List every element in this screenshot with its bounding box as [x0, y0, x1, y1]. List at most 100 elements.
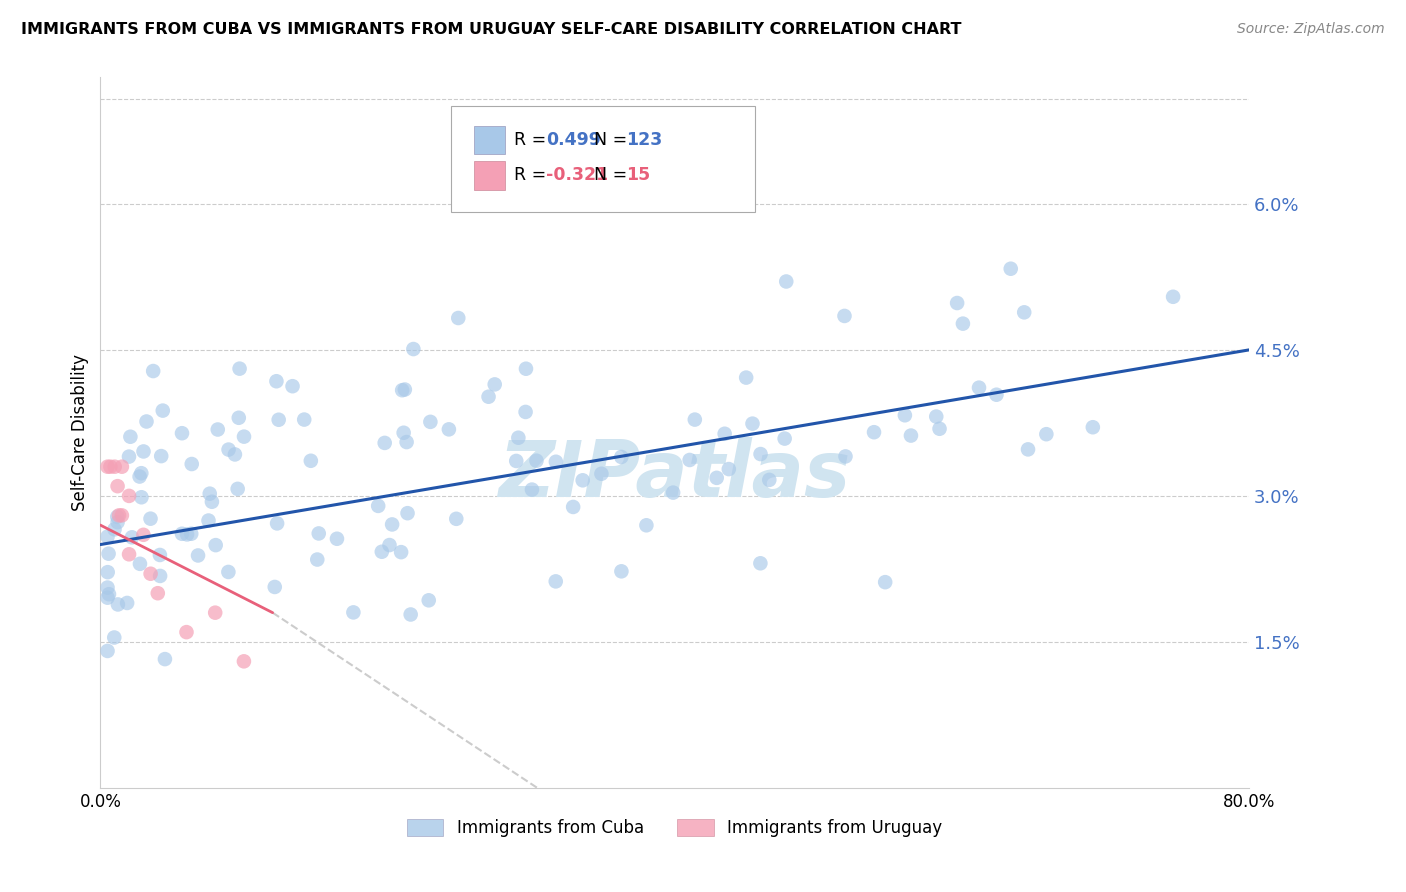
Legend: Immigrants from Cuba, Immigrants from Uruguay: Immigrants from Cuba, Immigrants from Ur…	[401, 812, 949, 844]
Point	[146, 586, 169, 600]
Point	[149, 548, 172, 562]
Point	[775, 275, 797, 289]
Point	[180, 457, 202, 471]
Point	[894, 409, 917, 423]
Point	[266, 374, 288, 388]
Point	[198, 486, 221, 500]
Point	[201, 495, 224, 509]
Point	[176, 527, 198, 541]
Point	[307, 552, 329, 566]
Point	[371, 545, 394, 559]
Point	[131, 490, 153, 504]
Y-axis label: Self-Care Disability: Self-Care Disability	[72, 354, 89, 511]
Point	[149, 569, 172, 583]
Point	[863, 425, 886, 440]
Point	[520, 483, 543, 497]
Point	[591, 467, 613, 481]
Point	[150, 449, 173, 463]
Point	[342, 606, 364, 620]
Point	[396, 506, 419, 520]
Point	[875, 575, 897, 590]
Point	[180, 526, 202, 541]
Point	[952, 317, 974, 331]
Point	[233, 430, 256, 444]
Point	[218, 442, 240, 457]
Point	[118, 450, 141, 464]
Point	[120, 430, 142, 444]
Point	[447, 311, 470, 326]
Point	[419, 415, 441, 429]
Point	[381, 517, 404, 532]
Point	[758, 473, 780, 487]
Point	[928, 422, 950, 436]
Point	[107, 598, 129, 612]
Point	[111, 459, 134, 474]
Point	[224, 447, 246, 461]
Text: N =: N =	[595, 131, 627, 149]
Point	[477, 390, 499, 404]
Point	[232, 654, 254, 668]
Text: 0.499: 0.499	[546, 131, 600, 149]
Point	[292, 412, 315, 426]
Point	[967, 381, 990, 395]
Point	[367, 499, 389, 513]
Point	[374, 436, 396, 450]
Point	[900, 428, 922, 442]
Point	[96, 644, 118, 658]
Point	[437, 422, 460, 436]
Text: R =: R =	[513, 131, 546, 149]
Point	[683, 412, 706, 426]
Point	[118, 547, 141, 561]
Text: N =: N =	[595, 167, 627, 185]
Point	[749, 447, 772, 461]
Point	[389, 545, 412, 559]
Point	[706, 471, 728, 485]
Point	[128, 469, 150, 483]
Point	[153, 652, 176, 666]
Point	[515, 405, 537, 419]
Point	[1012, 305, 1035, 319]
Point	[108, 508, 131, 523]
Point	[97, 565, 120, 579]
Point	[97, 547, 120, 561]
Point	[392, 425, 415, 440]
Point	[111, 508, 134, 523]
Point	[1017, 442, 1039, 457]
Point	[395, 435, 418, 450]
Point	[544, 455, 567, 469]
Point	[508, 431, 530, 445]
FancyBboxPatch shape	[474, 161, 505, 190]
Point	[226, 482, 249, 496]
Point	[299, 454, 322, 468]
Point	[139, 511, 162, 525]
Point	[187, 549, 209, 563]
Point	[100, 459, 122, 474]
Point	[96, 530, 118, 544]
Point	[217, 565, 239, 579]
Text: -0.321: -0.321	[546, 167, 609, 185]
Point	[96, 459, 118, 474]
Point	[418, 593, 440, 607]
Point	[610, 450, 633, 464]
Point	[129, 557, 152, 571]
Text: ZIPatlas: ZIPatlas	[499, 437, 851, 513]
Point	[139, 566, 162, 581]
Point	[741, 417, 763, 431]
Point	[132, 528, 155, 542]
Point	[308, 526, 330, 541]
Point	[281, 379, 304, 393]
Point	[263, 580, 285, 594]
Text: IMMIGRANTS FROM CUBA VS IMMIGRANTS FROM URUGUAY SELF-CARE DISABILITY CORRELATION: IMMIGRANTS FROM CUBA VS IMMIGRANTS FROM …	[21, 22, 962, 37]
Point	[946, 296, 969, 310]
Point	[394, 383, 416, 397]
Point	[662, 485, 685, 500]
Text: Source: ZipAtlas.com: Source: ZipAtlas.com	[1237, 22, 1385, 37]
Point	[773, 432, 796, 446]
Point	[717, 462, 740, 476]
Point	[197, 514, 219, 528]
Point	[378, 538, 401, 552]
Point	[526, 453, 548, 467]
Point	[204, 606, 226, 620]
Point	[636, 518, 658, 533]
Point	[170, 526, 193, 541]
